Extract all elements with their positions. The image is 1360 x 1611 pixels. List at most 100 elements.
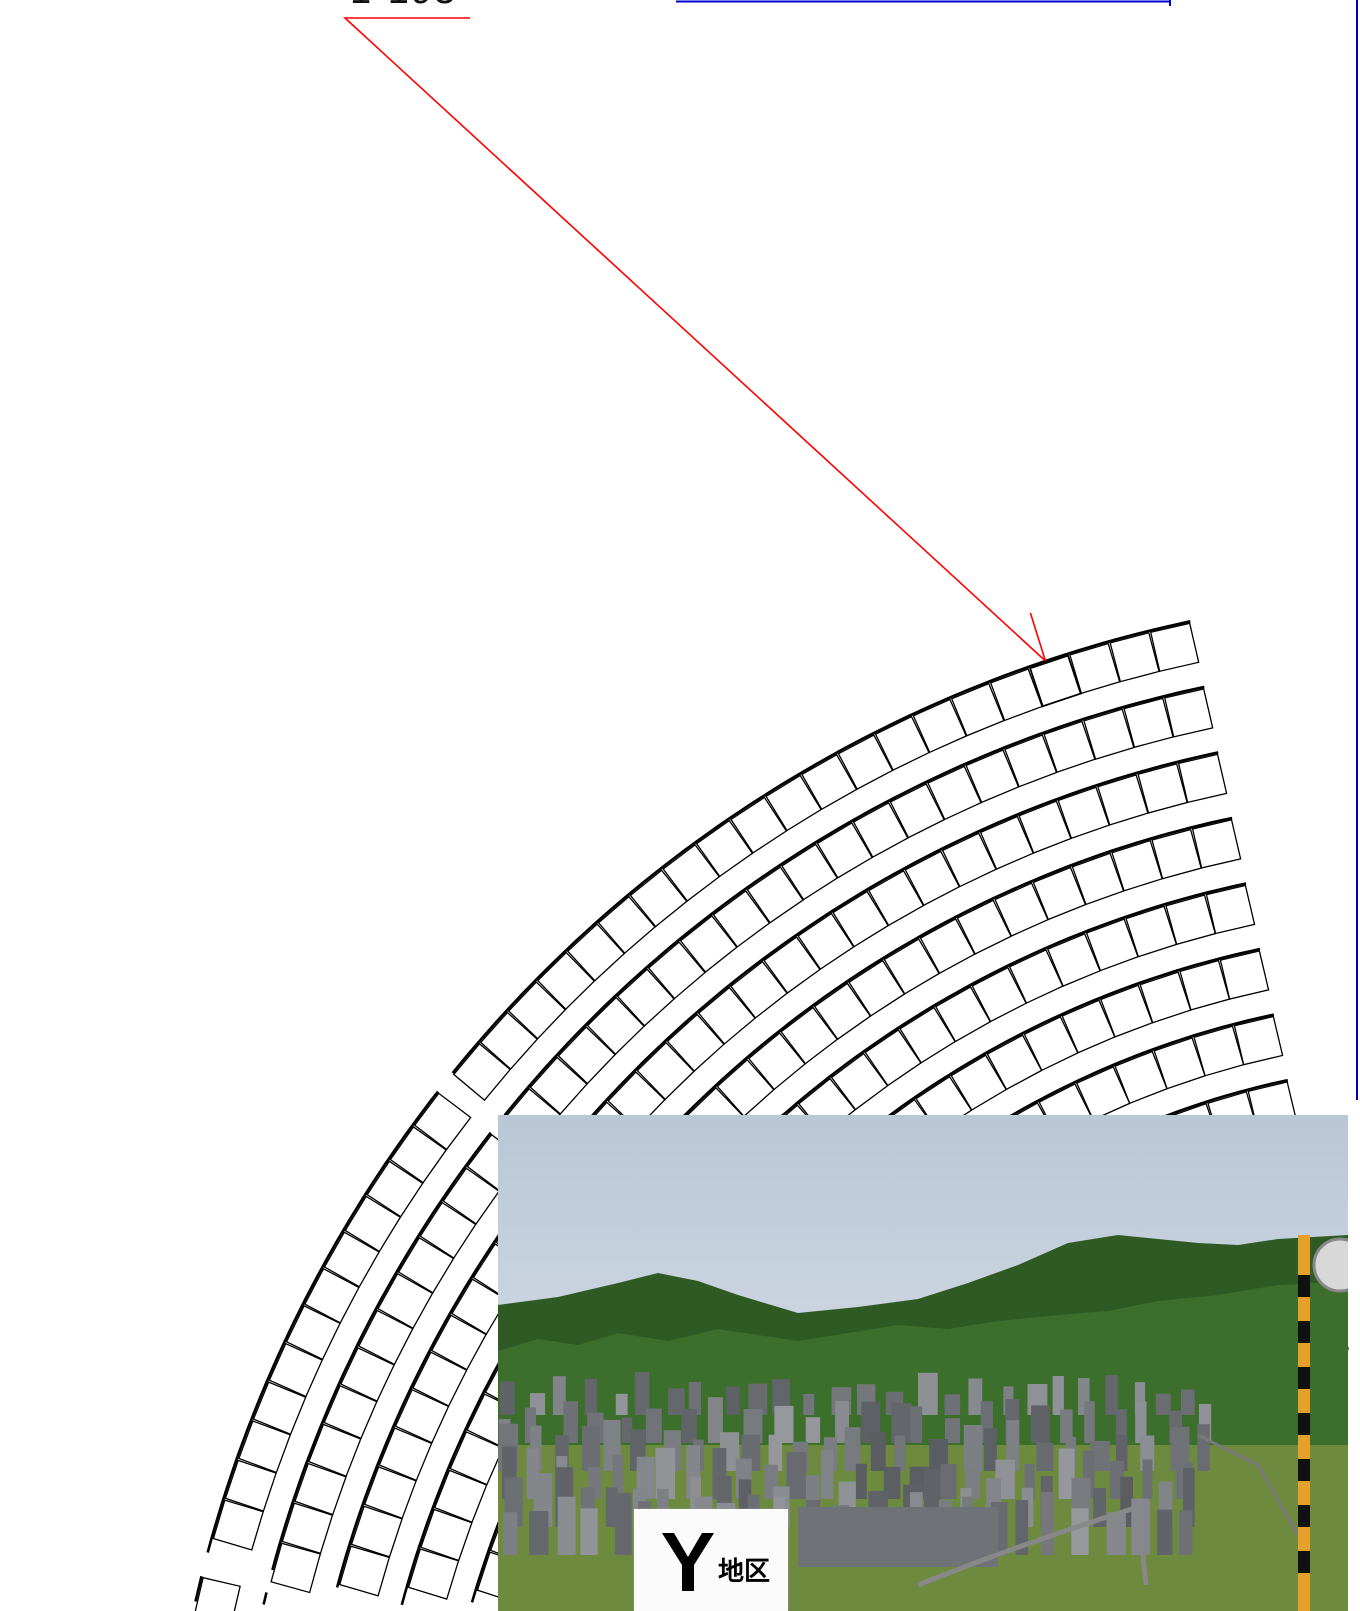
grave-plot[interactable]	[451, 1278, 508, 1336]
grave-plot[interactable]	[629, 869, 688, 928]
grave-plot[interactable]	[1008, 949, 1064, 1004]
grave-plot[interactable]	[224, 1459, 277, 1512]
grave-plot[interactable]	[986, 1034, 1043, 1091]
grave-plot[interactable]	[1123, 697, 1174, 749]
grave-plot[interactable]	[965, 749, 1020, 804]
grave-plot[interactable]	[950, 682, 1005, 737]
grave-plot[interactable]	[268, 1342, 324, 1398]
selected-plot[interactable]	[1028, 654, 1082, 708]
grave-plot[interactable]	[730, 796, 788, 854]
grave-plot[interactable]	[697, 986, 756, 1045]
grave-plot[interactable]	[1219, 950, 1270, 1000]
grave-plot[interactable]	[636, 1041, 695, 1101]
grave-plot[interactable]	[1111, 839, 1164, 892]
grave-plot[interactable]	[1193, 1025, 1245, 1077]
grave-plot[interactable]	[864, 1029, 922, 1087]
grave-plot[interactable]	[889, 783, 946, 839]
grave-plot[interactable]	[1233, 1015, 1284, 1066]
grave-plot[interactable]	[413, 1092, 472, 1151]
grave-plot[interactable]	[1151, 828, 1202, 880]
grave-plot[interactable]	[1097, 774, 1149, 826]
grave-plot[interactable]	[852, 801, 909, 859]
grave-plot[interactable]	[989, 668, 1043, 722]
grave-plot[interactable]	[763, 936, 821, 994]
grave-plot[interactable]	[867, 869, 925, 927]
grave-plot[interactable]	[1191, 819, 1242, 869]
grave-plot[interactable]	[712, 890, 771, 948]
grave-plot[interactable]	[407, 1548, 460, 1600]
grave-plot[interactable]	[1109, 631, 1160, 683]
grave-plot[interactable]	[979, 815, 1035, 870]
grave-plot[interactable]	[1075, 1066, 1131, 1121]
grave-plot[interactable]	[479, 1011, 539, 1070]
grave-plot[interactable]	[378, 1427, 433, 1482]
grave-plot[interactable]	[252, 1381, 307, 1436]
grave-plot[interactable]	[848, 959, 906, 1017]
grave-plot[interactable]	[344, 1195, 402, 1253]
grave-plot[interactable]	[780, 1006, 839, 1065]
grave-plot[interactable]	[797, 912, 855, 971]
grave-plot[interactable]	[366, 1160, 424, 1218]
grave-plot[interactable]	[1125, 905, 1178, 958]
grave-plot[interactable]	[837, 734, 894, 790]
grave-plot[interactable]	[1061, 999, 1116, 1054]
grave-plot[interactable]	[666, 1013, 725, 1072]
grave-plot[interactable]	[941, 832, 997, 888]
grave-plot[interactable]	[586, 996, 646, 1056]
grave-plot[interactable]	[927, 765, 982, 821]
grave-plot[interactable]	[1099, 984, 1154, 1038]
grave-plot[interactable]	[1165, 894, 1217, 946]
grave-plot[interactable]	[308, 1423, 362, 1478]
grave-plot[interactable]	[193, 1576, 241, 1611]
grave-plot[interactable]	[765, 774, 822, 832]
grave-plot[interactable]	[507, 981, 567, 1040]
grave-plot[interactable]	[281, 1502, 334, 1555]
grave-plot[interactable]	[1139, 971, 1192, 1024]
grave-plot[interactable]	[832, 890, 890, 948]
grave-plot[interactable]	[813, 982, 872, 1041]
grave-plot[interactable]	[1004, 734, 1058, 788]
grave-plot[interactable]	[816, 822, 874, 879]
grave-plot[interactable]	[919, 918, 976, 975]
grave-plot[interactable]	[363, 1466, 417, 1520]
grave-plot[interactable]	[412, 1351, 468, 1407]
grave-plot[interactable]	[899, 1006, 957, 1064]
grave-plot[interactable]	[270, 1542, 322, 1594]
grave-plot[interactable]	[1032, 866, 1087, 921]
grave-plot[interactable]	[430, 1314, 487, 1371]
grave-plot[interactable]	[1057, 786, 1111, 840]
grave-plot[interactable]	[781, 843, 839, 901]
grave-plot[interactable]	[350, 1505, 403, 1558]
grave-plot[interactable]	[420, 1508, 473, 1562]
grave-plot[interactable]	[1083, 708, 1135, 760]
grave-plot[interactable]	[442, 1167, 500, 1225]
grave-plot[interactable]	[679, 914, 738, 974]
grave-plot[interactable]	[1069, 642, 1121, 695]
grave-plot[interactable]	[1043, 720, 1096, 774]
grave-plot[interactable]	[746, 866, 804, 924]
grave-plot[interactable]	[536, 951, 596, 1011]
grave-plot[interactable]	[874, 715, 930, 772]
grave-plot[interactable]	[340, 1347, 395, 1402]
grave-plot[interactable]	[662, 843, 721, 902]
grave-plot[interactable]	[212, 1499, 264, 1551]
grave-plot[interactable]	[566, 923, 626, 982]
grave-plot[interactable]	[597, 895, 656, 955]
grave-plot[interactable]	[971, 966, 1028, 1023]
grave-plot[interactable]	[695, 819, 754, 878]
grave-plot[interactable]	[1046, 933, 1101, 987]
grave-plot[interactable]	[1114, 1050, 1168, 1105]
grave-plot[interactable]	[529, 1056, 588, 1115]
grave-plot[interactable]	[950, 1054, 1008, 1111]
grave-plot[interactable]	[883, 938, 940, 995]
grave-plot[interactable]	[647, 941, 706, 1000]
grave-plot[interactable]	[616, 968, 675, 1027]
grave-plot[interactable]	[323, 1231, 380, 1288]
grave-plot[interactable]	[452, 1042, 512, 1102]
grave-plot[interactable]	[956, 899, 1012, 955]
grave-plot[interactable]	[1163, 688, 1214, 738]
grave-plot[interactable]	[338, 1545, 391, 1597]
grave-plot[interactable]	[716, 1058, 775, 1118]
grave-plot[interactable]	[1085, 918, 1139, 972]
grave-plot[interactable]	[1179, 959, 1231, 1011]
